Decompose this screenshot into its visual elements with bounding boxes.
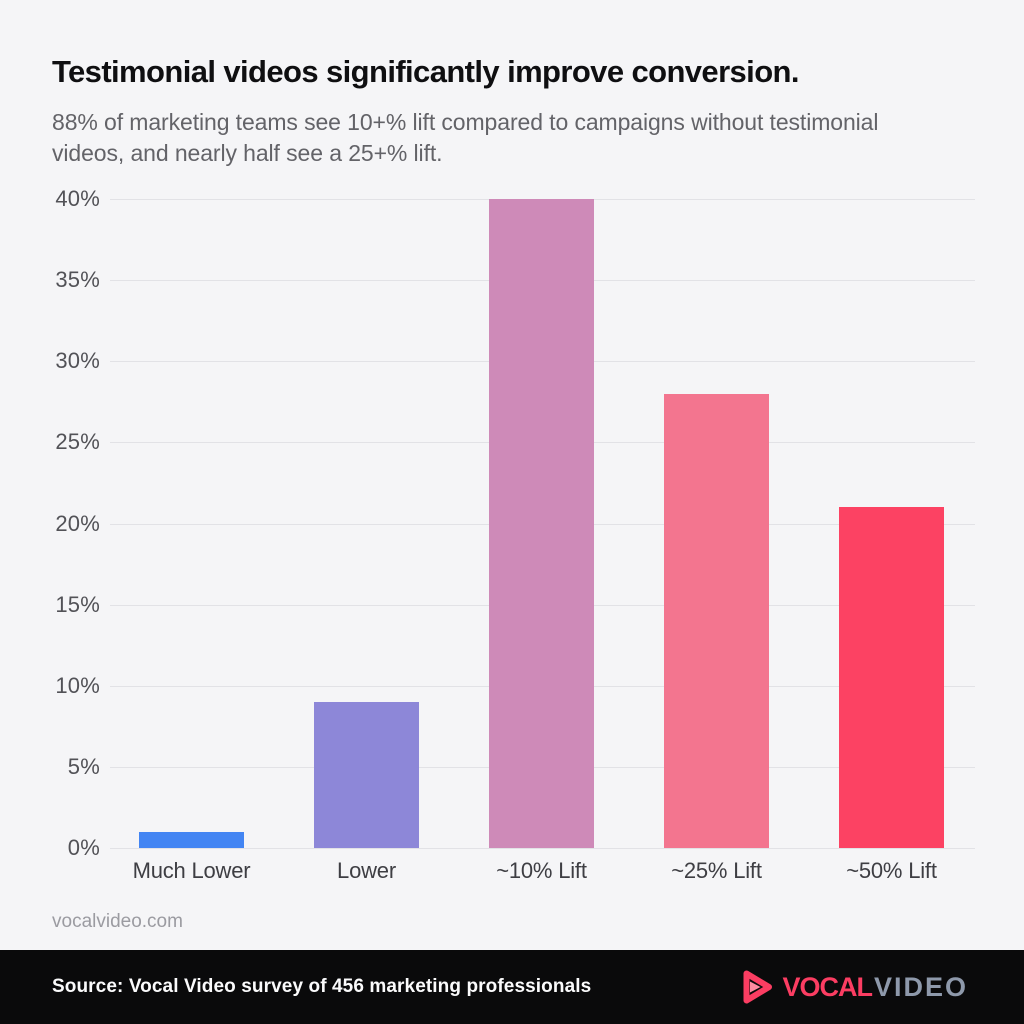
logo-text-vocal: VOCAL	[782, 971, 872, 1002]
logo-wordmark: VOCAL VIDEO	[782, 972, 968, 1003]
footer-bar: Source: Vocal Video survey of 456 market…	[0, 950, 1024, 1024]
x-tick-label: ~50% Lift	[846, 858, 937, 883]
y-tick-label: 5%	[67, 753, 100, 779]
x-tick-label: ~25% Lift	[671, 858, 762, 883]
vocal-video-logo: VOCAL VIDEO	[742, 969, 968, 1005]
y-tick-label: 10%	[55, 672, 100, 698]
gridline	[110, 848, 975, 849]
x-tick-label: ~10% Lift	[496, 858, 587, 883]
play-icon	[743, 970, 773, 1004]
chart-subtitle: 88% of marketing teams see 10+% lift com…	[52, 108, 879, 166]
x-tick-label: Much Lower	[132, 858, 251, 883]
bar-10-lift	[489, 199, 594, 848]
y-tick-label: 40%	[55, 186, 100, 211]
y-tick-label: 0%	[67, 835, 100, 860]
y-tick-label: 30%	[55, 348, 100, 374]
source-text: Source: Vocal Video survey of 456 market…	[52, 976, 592, 997]
y-tick-label: 35%	[55, 267, 100, 293]
y-tick-label: 25%	[55, 429, 100, 455]
chart-title: Testimonial videos significantly improve…	[52, 54, 799, 89]
y-tick-label: 20%	[55, 510, 100, 536]
x-tick-label: Lower	[337, 858, 396, 883]
website-url: vocalvideo.com	[52, 911, 183, 932]
logo-text-video: VIDEO	[873, 971, 968, 1002]
chart-header: Testimonial videos significantly improve…	[52, 54, 972, 169]
y-tick-label: 15%	[55, 591, 100, 617]
bar-lower	[314, 701, 419, 848]
bar-50-lift	[839, 507, 944, 848]
bar-25-lift	[664, 393, 769, 848]
bar-much-lower	[139, 831, 244, 848]
